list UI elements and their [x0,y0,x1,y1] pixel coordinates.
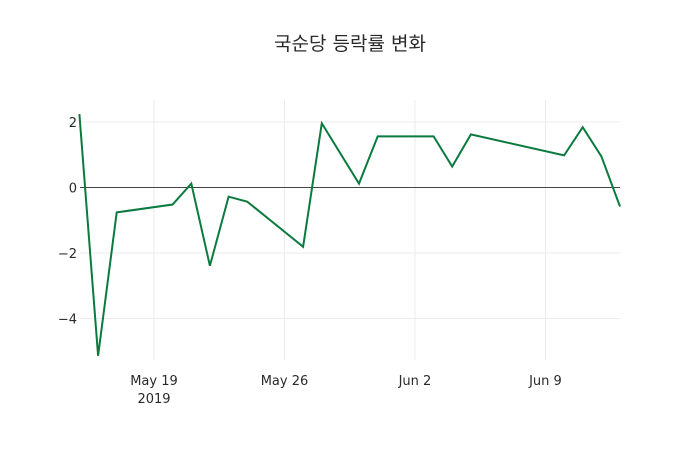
y-tick-label: −4 [58,313,77,328]
y-tick-label: 2 [69,116,77,131]
x-tick-label: May 26 [261,374,309,389]
y-axis-ticks: 2 0 −2 −4 [58,116,77,328]
x-axis-ticks: May 19 2019 May 26 Jun 2 Jun 9 [130,374,562,407]
series-line [78,114,621,356]
x-tick-label: Jun 9 [528,374,562,389]
y-tick-label: −2 [58,247,77,262]
y-tick-label: 0 [69,182,77,197]
chart-title: 국순당 등락률 변화 [274,33,426,55]
gridlines [80,100,620,360]
x-tick-year: 2019 [137,392,170,407]
x-tick-label: Jun 2 [398,374,432,389]
x-tick-label: May 19 [130,374,178,389]
